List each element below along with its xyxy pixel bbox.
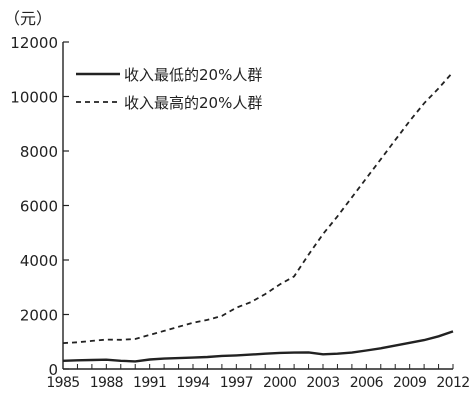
x-axis-ticks: 1985 1988 1991 1994 1997 2000 2003 2006 2009 2012	[46, 364, 470, 391]
legend-label-1: 收入最低的20%人群	[124, 66, 262, 84]
x-tick-label: 1994	[176, 375, 210, 391]
x-tick-label: 1997	[220, 375, 253, 391]
y-tick-label: 0	[48, 361, 58, 379]
x-tick-label: 2006	[350, 375, 384, 391]
y-tick-label: 8000	[20, 143, 58, 161]
y-tick-label: 12000	[10, 34, 58, 52]
y-axis-unit-label: （元）	[4, 9, 52, 28]
y-tick-label: 6000	[20, 198, 58, 216]
x-tick-label: 2009	[393, 375, 426, 391]
legend-label-2: 收入最高的20%人群	[124, 94, 262, 112]
axes	[62, 42, 453, 370]
x-tick-label: 1988	[90, 375, 123, 391]
plot-lines	[62, 71, 454, 363]
series-line-2	[62, 71, 454, 344]
x-tick-label: 1985	[46, 375, 79, 391]
x-tick-label: 2012	[436, 375, 469, 391]
x-tick-label: 1991	[133, 375, 166, 391]
x-tick-label: 2003	[306, 375, 339, 391]
series-line-1	[62, 330, 454, 363]
y-axis-ticks: 0 2000 4000 6000 8000 10000 12000	[10, 34, 69, 379]
y-tick-label: 2000	[20, 307, 58, 325]
y-tick-label: 10000	[10, 89, 58, 107]
x-tick-label: 2000	[263, 375, 296, 391]
y-tick-label: 4000	[20, 252, 58, 270]
